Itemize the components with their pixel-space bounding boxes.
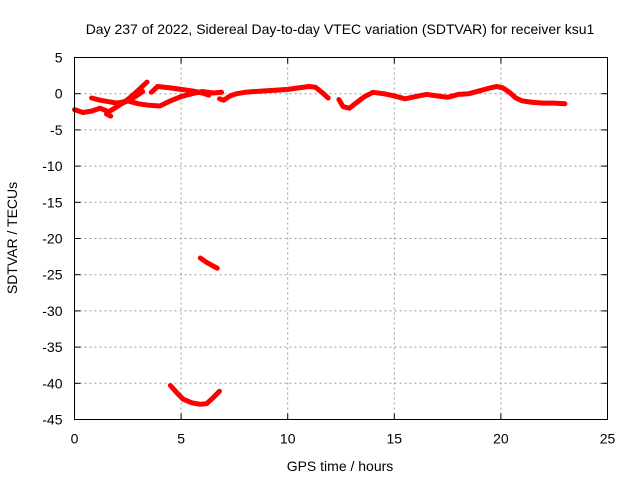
chart-title: Day 237 of 2022, Sidereal Day-to-day VTE… bbox=[86, 21, 595, 37]
y-tick-label: -5 bbox=[50, 122, 63, 138]
y-axis-label: SDTVAR / TECUs bbox=[4, 182, 20, 294]
data-segment bbox=[104, 111, 114, 119]
y-tick-label: -10 bbox=[42, 158, 62, 174]
x-tick-label: 15 bbox=[387, 431, 403, 447]
y-tick-label: -45 bbox=[42, 412, 62, 428]
data-segment bbox=[72, 79, 150, 115]
y-tick-label: -40 bbox=[42, 375, 62, 391]
x-tick-label: 20 bbox=[493, 431, 509, 447]
x-tick-label: 10 bbox=[280, 431, 296, 447]
x-tick-label: 5 bbox=[177, 431, 185, 447]
data-segment bbox=[148, 84, 212, 98]
y-tick-labels: 5 0 -5 -10 -15 -20 -25 -30 -35 -40 -45 bbox=[42, 50, 62, 428]
x-tick-label: 25 bbox=[600, 431, 616, 447]
x-tick-label: 0 bbox=[71, 431, 79, 447]
data-segment bbox=[336, 84, 568, 111]
x-tick-labels: 0 5 10 15 20 25 bbox=[71, 431, 616, 447]
y-tick-label: 5 bbox=[55, 50, 63, 66]
grid bbox=[74, 57, 608, 420]
x-axis-label: GPS time / hours bbox=[287, 458, 394, 474]
data-segment bbox=[116, 89, 146, 108]
data-segment bbox=[167, 383, 222, 407]
y-tick-label: -30 bbox=[42, 303, 62, 319]
y-tick-label: -15 bbox=[42, 194, 62, 210]
data-segment bbox=[197, 255, 220, 271]
y-tick-label: -20 bbox=[42, 231, 62, 247]
series-sdtvar bbox=[72, 79, 568, 407]
y-tick-label: 0 bbox=[55, 86, 63, 102]
axis-ticks bbox=[74, 57, 608, 420]
y-tick-label: -35 bbox=[42, 339, 62, 355]
data-segment bbox=[217, 84, 331, 103]
y-tick-label: -25 bbox=[42, 267, 62, 283]
